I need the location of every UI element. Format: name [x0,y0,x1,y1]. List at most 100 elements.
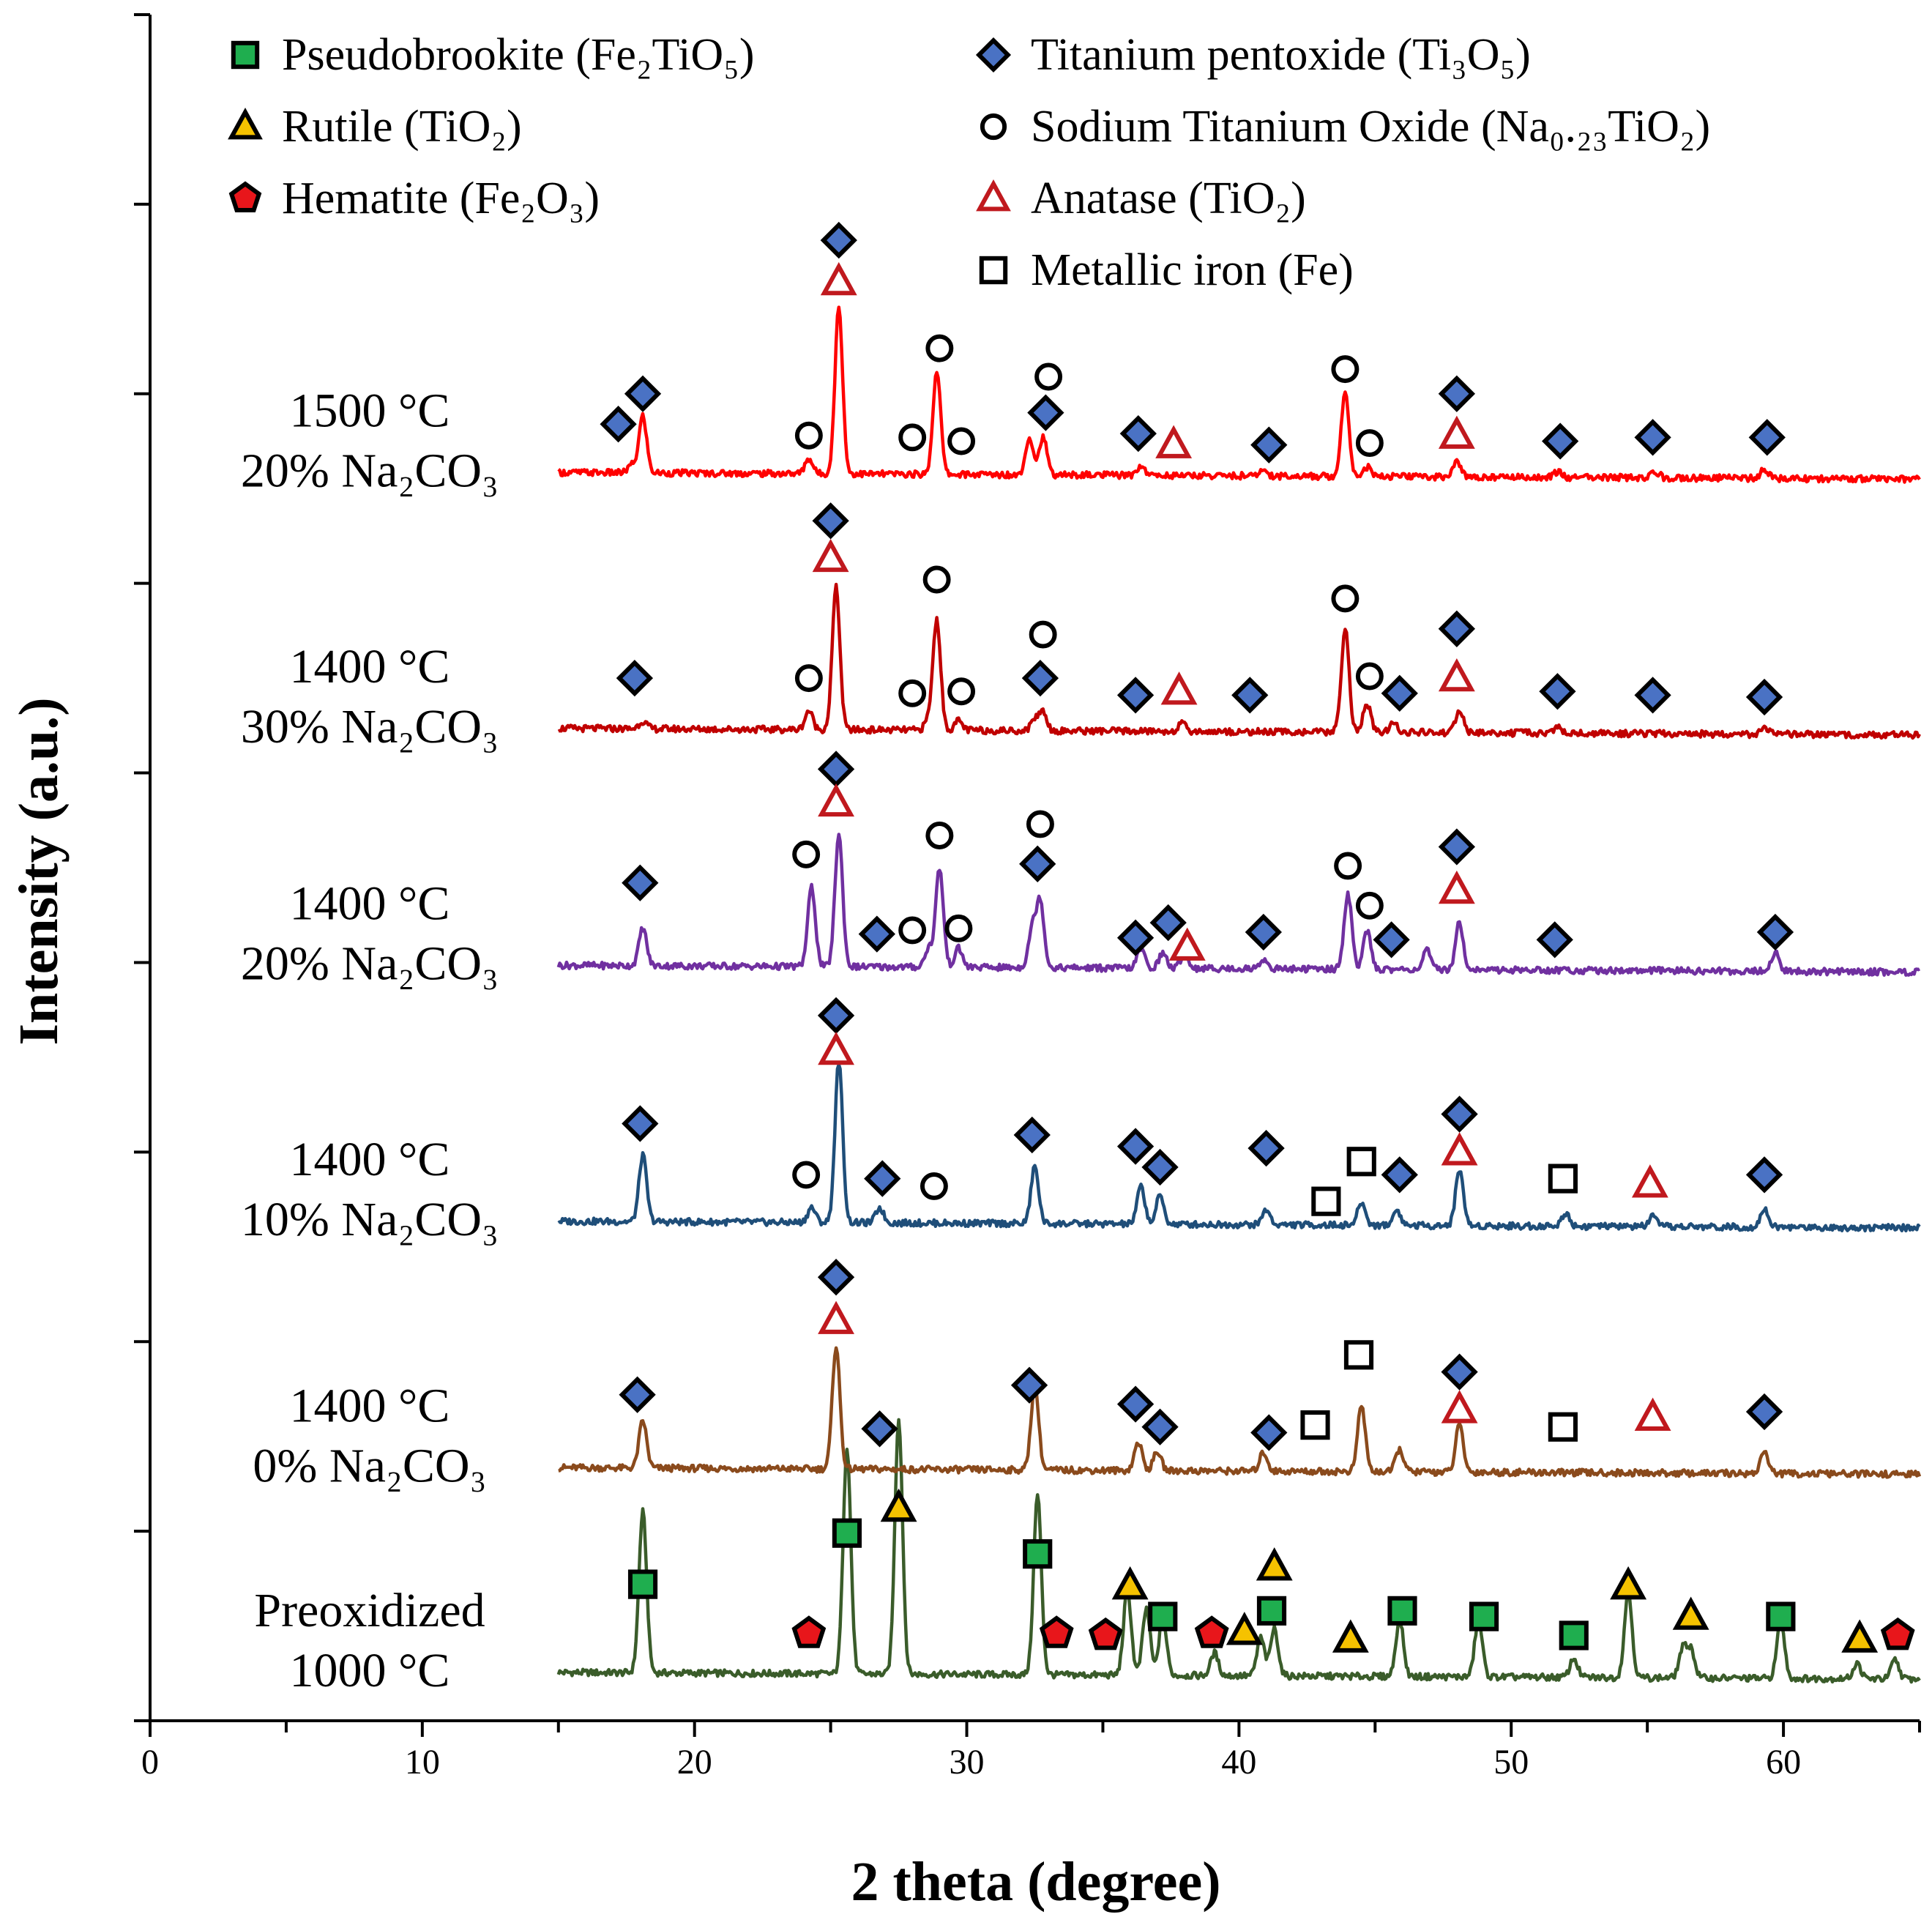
ti3o5-marker [1540,924,1570,955]
fe-marker [1346,1342,1371,1367]
fe-marker [1551,1166,1575,1191]
legend-item-ti3o5: Titanium pentoxide (Ti₃O₅) [979,30,1531,80]
ti3o5-marker [1253,1418,1284,1448]
ti3o5-marker [1749,1396,1780,1427]
ti3o5-marker [622,1380,653,1410]
ti3o5-marker [1545,426,1575,457]
ti3o5-marker [1120,1389,1151,1420]
ti3o5-marker [624,868,655,898]
ti3o5-marker [1025,663,1056,693]
hematite-marker [1197,1618,1226,1646]
ti3o5-marker [1444,1099,1475,1130]
ti3o5-marker [1120,923,1151,953]
anatase-marker [1445,1394,1474,1421]
x-tick-label: 40 [1221,1743,1256,1782]
series-line [559,584,1920,738]
rutile-marker [1676,1601,1706,1628]
pseudobrookite-marker [1472,1604,1496,1629]
sample-label-line: 1400 °C [290,876,450,930]
ti3o5-marker [1248,917,1279,948]
rutile-marker [231,112,259,137]
nato-marker [1029,812,1052,835]
phase-markers [603,225,1912,1650]
sample-label-line: 1400 °C [290,640,450,693]
ti3o5-marker [1017,1120,1048,1150]
anatase-marker [1636,1169,1665,1195]
nato-marker [1333,357,1357,381]
ti3o5-marker [1760,917,1791,948]
xrd-chart: 0102030405060 Preoxidized1000 °C1400 °C0… [0,0,1932,1917]
ti3o5-marker [624,1109,655,1139]
anatase-marker [1173,932,1202,958]
rutile-marker [1230,1616,1259,1642]
nato-marker [1358,665,1381,688]
series-line [559,1348,1920,1478]
legend-label: Metallic iron (Fe) [1031,245,1354,295]
ti3o5-marker [1030,398,1061,428]
nato-marker [797,424,821,447]
anatase-marker [1159,430,1188,456]
anatase-marker [1442,875,1472,901]
ti3o5-marker [1120,1131,1151,1162]
ti3o5-marker [979,40,1008,70]
rutile-marker [1845,1624,1874,1650]
x-tick-label: 0 [141,1743,159,1782]
fe-marker [1349,1149,1374,1174]
anatase-marker [824,267,854,293]
legend-item-hematite: Hematite (Fe₂O₃) [231,174,600,223]
ti3o5-marker [1441,379,1472,409]
anatase-marker [1638,1402,1668,1429]
pseudobrookite-marker [630,1572,655,1597]
legend-label: Hematite (Fe₂O₃) [282,174,600,223]
sample-label-line: 1500 °C [290,384,450,437]
anatase-marker [1442,420,1472,447]
sample-labels: Preoxidized1000 °C1400 °C0% Na₂CO₃1400 °… [241,384,499,1697]
ti3o5-marker [1145,1412,1176,1443]
legend-label: Rutile (TiO₂) [282,102,522,152]
legend-label: Sodium Titanium Oxide (Na₀.₂₃TiO₂) [1031,102,1710,152]
sample-label-line: Preoxidized [254,1584,485,1637]
hematite-marker [1042,1618,1071,1646]
sample-label-line: 10% Na₂CO₃ [241,1193,499,1246]
nato-marker [900,918,924,942]
series-line [559,835,1920,975]
nato-marker [1358,431,1381,455]
nato-marker [900,682,924,705]
anatase-marker [1165,676,1194,702]
ti3o5-marker [821,1000,851,1031]
anatase-marker [1442,663,1472,689]
hematite-marker [794,1618,824,1646]
fe-marker [1313,1189,1338,1214]
nato-marker [928,824,951,847]
legend-item-nato: Sodium Titanium Oxide (Na₀.₂₃TiO₂) [982,102,1710,152]
series-line [559,308,1920,483]
ti3o5-marker [865,1413,895,1444]
ti3o5-marker [1022,849,1053,879]
hematite-marker [231,184,259,210]
pseudobrookite-marker [835,1521,859,1546]
nato-marker [1037,365,1060,389]
nato-marker [794,843,818,866]
ti3o5-marker [1153,907,1184,938]
ti3o5-marker [1441,832,1472,863]
pseudobrookite-marker [1259,1598,1284,1623]
ti3o5-marker [627,379,658,409]
x-axis-title: 2 theta (degree) [851,1851,1220,1913]
ti3o5-marker [1384,678,1415,709]
legend-item-rutile: Rutile (TiO₂) [231,102,521,152]
nato-marker [950,430,973,453]
nato-marker [794,1163,818,1186]
fe-marker [982,258,1005,282]
pseudobrookite-marker [1390,1598,1414,1623]
ti3o5-marker [1638,422,1668,453]
sample-label-line: 20% Na₂CO₃ [241,444,499,497]
ti3o5-marker [1543,676,1573,707]
ti3o5-marker [1123,418,1154,449]
legend-item-anatase: Anatase (TiO₂) [980,174,1306,223]
rutile-marker [1614,1571,1643,1597]
legend: Pseudobrookite (Fe₂TiO₅)Rutile (TiO₂)Hem… [231,30,1710,295]
ti3o5-marker [1638,680,1668,711]
x-tick-label: 30 [950,1743,985,1782]
nato-marker [928,337,951,360]
ti3o5-marker [1444,1357,1475,1388]
